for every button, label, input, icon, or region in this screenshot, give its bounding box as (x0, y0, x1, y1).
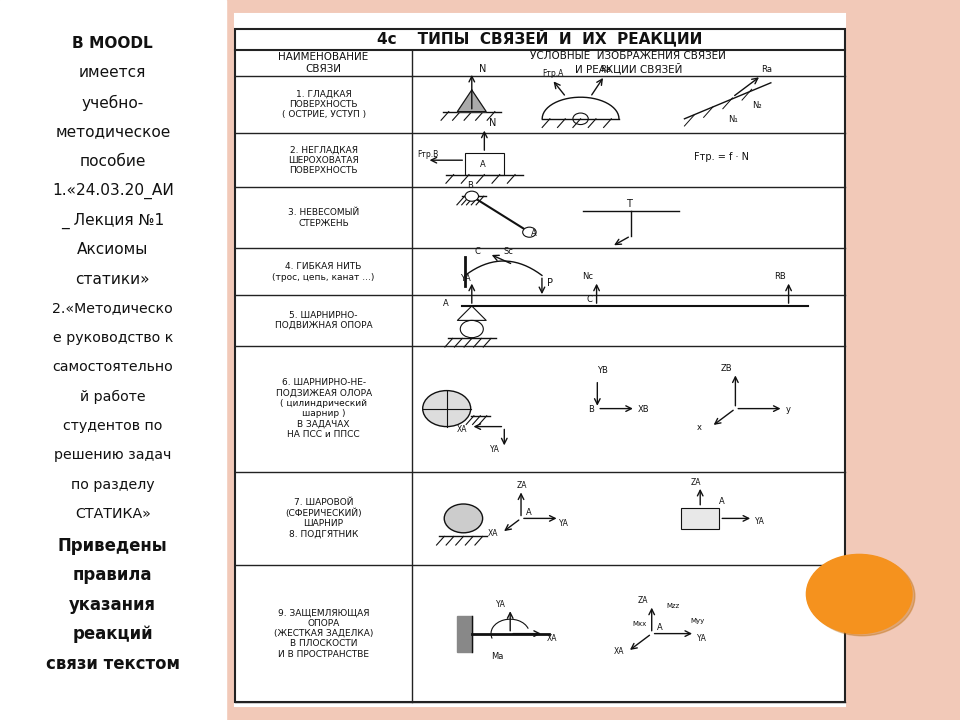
Text: связи текстом: связи текстом (46, 654, 180, 672)
Text: А: А (719, 497, 725, 506)
Bar (235, 29, 845, 702)
Text: ZА: ZА (637, 596, 648, 606)
Text: решению задач: решению задач (54, 449, 172, 462)
Text: x: x (697, 423, 702, 432)
Text: ZB: ZB (721, 364, 732, 373)
Text: указания: указания (69, 595, 156, 613)
Text: 5. ШАРНИРНО-
ПОДВИЖНАЯ ОПОРА: 5. ШАРНИРНО- ПОДВИЖНАЯ ОПОРА (275, 311, 372, 330)
Bar (917, 0, 960, 720)
Text: Mxx: Mxx (633, 621, 647, 627)
Text: УСЛОВНЫЕ  ИЗОБРАЖЕНИЯ СВЯЗЕЙ
И РЕАКЦИИ СВЯЗЕЙ: УСЛОВНЫЕ ИЗОБРАЖЕНИЯ СВЯЗЕЙ И РЕАКЦИИ СВ… (531, 51, 727, 75)
Text: й работе: й работе (80, 390, 146, 403)
Text: 4с    ТИПЫ  СВЯЗЕЙ  И  ИХ  РЕАКЦИИ: 4с ТИПЫ СВЯЗЕЙ И ИХ РЕАКЦИИ (377, 29, 703, 47)
Text: C: C (587, 295, 593, 305)
Text: А: А (526, 508, 532, 517)
Text: 1.«24.03.20_АИ: 1.«24.03.20_АИ (52, 184, 174, 199)
Text: 9. ЗАЩЕМЛЯЮЩАЯ
ОПОРА
(ЖЕСТКАЯ ЗАДЕЛКА)
В ПЛОСКОСТИ
И В ПРОСТРАНСТВЕ: 9. ЗАЩЕМЛЯЮЩАЯ ОПОРА (ЖЕСТКАЯ ЗАДЕЛКА) В… (274, 608, 373, 659)
Text: XА: XА (546, 634, 557, 643)
Text: А: А (480, 161, 486, 169)
Text: B: B (588, 405, 593, 414)
Text: YА: YА (755, 517, 765, 526)
Text: C: C (475, 247, 481, 256)
Text: ZА: ZА (690, 477, 701, 487)
Text: самостоятельно: самостоятельно (53, 360, 173, 374)
Text: Rа: Rа (761, 65, 772, 74)
Text: НАИМЕНОВАНИЕ
СВЯЗИ: НАИМЕНОВАНИЕ СВЯЗИ (278, 53, 369, 73)
Text: N₂: N₂ (752, 101, 761, 110)
Text: Rа: Rа (600, 65, 611, 74)
Text: 1. ГЛАДКАЯ
ПОВЕРХНОСТЬ
( ОСТРИЕ, УСТУП ): 1. ГЛАДКАЯ ПОВЕРХНОСТЬ ( ОСТРИЕ, УСТУП ) (281, 89, 366, 120)
Text: 2. НЕГЛАДКАЯ
ШЕРОХОВАТАЯ
ПОВЕРХНОСТЬ: 2. НЕГЛАДКАЯ ШЕРОХОВАТАЯ ПОВЕРХНОСТЬ (288, 145, 359, 175)
Bar (0, 0, 226, 720)
Text: YА: YА (490, 445, 500, 454)
Text: Fтр.В: Fтр.В (418, 150, 439, 158)
Polygon shape (457, 90, 486, 112)
Text: RB: RB (774, 272, 786, 282)
Text: N: N (479, 64, 487, 74)
Text: XА: XА (613, 647, 624, 656)
Text: пособие: пособие (80, 154, 146, 168)
Text: 4. ГИБКАЯ НИТЬ
(трос, цепь, канат ...): 4. ГИБКАЯ НИТЬ (трос, цепь, канат ...) (273, 262, 374, 282)
Text: 3. НЕВЕСОМЫЙ
СТЕРЖЕНЬ: 3. НЕВЕСОМЫЙ СТЕРЖЕНЬ (288, 208, 359, 228)
Polygon shape (457, 616, 471, 652)
Circle shape (465, 192, 478, 201)
Text: YА: YА (697, 634, 707, 643)
Circle shape (422, 391, 470, 426)
Text: ZА: ZА (516, 481, 527, 490)
Text: 2.«Методическо: 2.«Методическо (53, 301, 173, 315)
Text: YА: YА (460, 274, 471, 283)
Text: е руководство к: е руководство к (53, 330, 173, 345)
Text: учебно-: учебно- (82, 95, 144, 111)
Bar (466, 153, 504, 175)
Text: Sc: Sc (504, 247, 514, 256)
Text: Fтр. = f · N: Fтр. = f · N (693, 152, 749, 162)
Text: YА: YА (560, 518, 569, 528)
Text: Аксиомы: Аксиомы (77, 242, 149, 257)
Text: Mа: Mа (491, 652, 503, 661)
Text: имеется: имеется (79, 66, 147, 81)
Polygon shape (681, 508, 719, 529)
Text: T: T (626, 199, 632, 209)
Text: В MOODL: В MOODL (72, 36, 154, 51)
Text: статики»: статики» (76, 271, 150, 287)
Text: Приведены: Приведены (58, 536, 168, 554)
Circle shape (809, 557, 915, 636)
Text: Myy: Myy (690, 618, 705, 624)
Text: N: N (490, 117, 496, 127)
Circle shape (522, 228, 536, 238)
Text: А: А (657, 623, 662, 632)
Text: XB: XB (637, 405, 649, 414)
Text: P: P (547, 278, 553, 288)
Text: студентов по: студентов по (63, 419, 162, 433)
Circle shape (444, 504, 483, 533)
Text: Nc: Nc (582, 272, 593, 282)
Text: реакций: реакций (73, 625, 153, 643)
Text: правила: правила (73, 566, 153, 584)
Text: YА: YА (495, 600, 506, 609)
Text: В: В (467, 181, 473, 189)
Text: А: А (443, 299, 448, 308)
Text: 7. ШАРОВОЙ
(СФЕРИЧЕСКИЙ)
ШАРНИР
8. ПОДГЯТНИК: 7. ШАРОВОЙ (СФЕРИЧЕСКИЙ) ШАРНИР 8. ПОДГЯ… (285, 498, 362, 539)
Text: 6. ШАРНИРНО-НЕ-
ПОДЗИЖЕАЯ ОЛОРА
( цилиндрический
шарнир )
В ЗАДАЧАХ
НА ПСС и ППС: 6. ШАРНИРНО-НЕ- ПОДЗИЖЕАЯ ОЛОРА ( цилинд… (276, 378, 372, 439)
Text: по разделу: по разделу (71, 478, 155, 492)
Text: методическое: методическое (55, 125, 171, 140)
Text: y: y (785, 405, 790, 414)
Text: XА: XА (488, 529, 498, 539)
Text: СТАТИКА»: СТАТИКА» (75, 508, 151, 521)
Bar (235, 14, 845, 706)
Text: Mzz: Mzz (666, 603, 680, 609)
Circle shape (806, 554, 912, 634)
Text: XА: XА (456, 425, 467, 433)
Text: N₁: N₁ (728, 115, 737, 125)
Text: Fтр.А: Fтр.А (542, 68, 564, 78)
Text: А: А (531, 229, 537, 238)
Text: YB: YB (597, 366, 609, 374)
Text: _ Лекция №1: _ Лекция №1 (61, 212, 164, 229)
